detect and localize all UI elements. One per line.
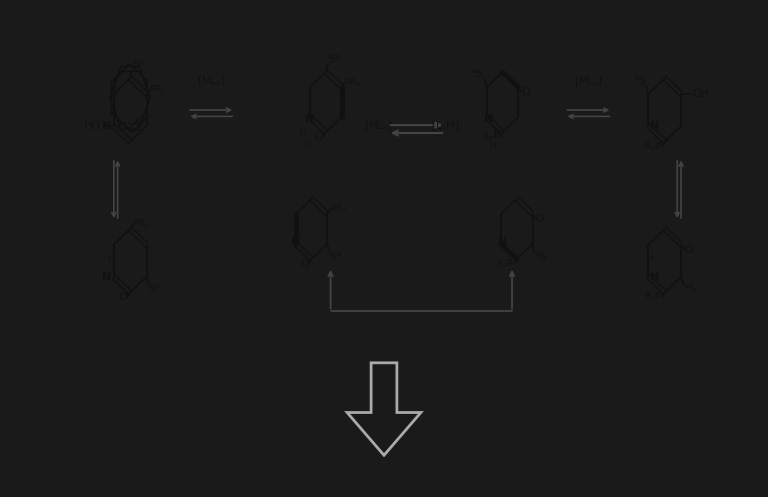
Text: N: N: [102, 121, 111, 131]
Text: [ML$_n$]: [ML$_n$]: [197, 75, 226, 88]
Text: R$_2$P: R$_2$P: [644, 140, 662, 153]
Text: [L$_n$M]: [L$_n$M]: [431, 119, 460, 133]
Text: O: O: [521, 87, 530, 97]
Text: PR$_2$: PR$_2$: [133, 218, 150, 231]
Text: R$_2$P: R$_2$P: [644, 291, 662, 303]
Text: N: N: [291, 238, 300, 248]
Text: S*: S*: [148, 284, 161, 295]
Text: PR$_2$: PR$_2$: [150, 83, 167, 96]
Text: R$_2$P: R$_2$P: [482, 131, 500, 143]
Text: [ML$_n$]: [ML$_n$]: [574, 75, 603, 88]
Text: N: N: [306, 114, 315, 124]
Text: PR$_2$: PR$_2$: [330, 203, 347, 215]
Text: O: O: [118, 292, 127, 302]
Text: O: O: [314, 132, 323, 142]
Text: N: N: [650, 271, 660, 281]
Text: N: N: [102, 271, 111, 281]
Text: H: H: [299, 129, 306, 138]
Text: S*: S*: [328, 54, 340, 64]
Text: *S: *S: [634, 76, 647, 86]
Text: H: H: [303, 141, 310, 150]
Text: O: O: [535, 214, 545, 224]
Text: H: H: [646, 253, 653, 262]
Text: O: O: [684, 245, 693, 254]
Text: HO: HO: [84, 121, 101, 131]
Text: *S: *S: [535, 252, 547, 262]
Text: H: H: [108, 255, 114, 264]
Text: N: N: [650, 121, 660, 131]
Text: O: O: [300, 259, 309, 269]
Text: R$_2$P: R$_2$P: [496, 257, 514, 270]
Text: [ML$_n$]: [ML$_n$]: [364, 119, 393, 133]
Text: H: H: [493, 129, 500, 138]
Text: S*: S*: [329, 252, 342, 262]
Text: S*: S*: [132, 61, 144, 71]
Text: PR$_2$: PR$_2$: [344, 76, 362, 88]
Text: *S: *S: [684, 284, 696, 295]
Text: N: N: [498, 238, 508, 248]
Text: H: H: [489, 141, 496, 150]
Text: N: N: [484, 114, 493, 124]
Text: OH: OH: [693, 89, 710, 99]
Text: *S: *S: [472, 69, 485, 79]
